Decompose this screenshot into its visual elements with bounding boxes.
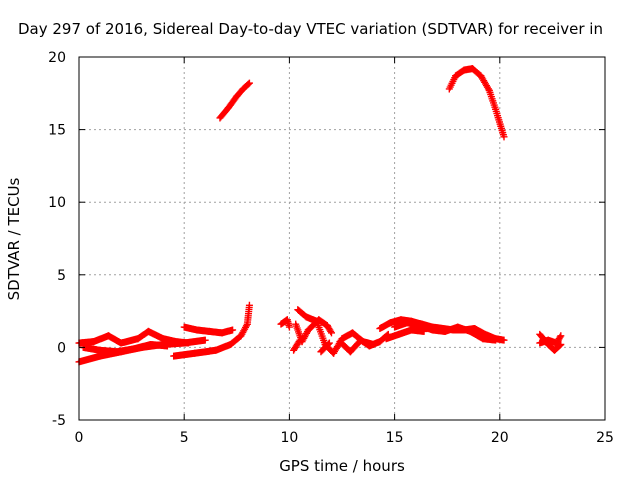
data-series <box>75 65 565 366</box>
axis-ticks: 0 5 10 15 20 25 -5 0 5 10 15 20 <box>48 50 614 446</box>
x-tick-label: 10 <box>280 430 298 446</box>
y-tick-label: 20 <box>48 50 66 66</box>
data-point <box>327 329 335 337</box>
y-tick-label: -5 <box>52 413 66 429</box>
y-tick-label: 5 <box>57 268 66 284</box>
data-series-6 <box>170 301 253 360</box>
data-point <box>556 341 564 349</box>
data-point <box>245 301 253 309</box>
data-point <box>325 339 333 347</box>
data-point <box>245 80 253 88</box>
data-point <box>557 340 565 348</box>
x-tick-label: 20 <box>491 430 509 446</box>
data-series-5 <box>79 340 171 356</box>
data-point <box>201 336 209 344</box>
data-point <box>556 333 564 341</box>
x-tick-label: 15 <box>386 430 404 446</box>
data-point <box>492 336 500 344</box>
data-series-1 <box>216 79 253 122</box>
data-point <box>229 326 237 334</box>
data-point <box>500 336 508 344</box>
data-point <box>484 85 492 93</box>
data-series-2 <box>445 65 508 141</box>
data-point <box>420 327 428 335</box>
data-point <box>324 340 332 348</box>
data-point <box>163 342 171 350</box>
data-point <box>500 133 508 141</box>
data-series-7 <box>180 323 237 337</box>
data-series-12 <box>317 339 333 356</box>
data-point <box>327 327 335 335</box>
y-tick-label: 10 <box>48 195 66 211</box>
data-series-18 <box>536 330 565 354</box>
data-point <box>184 339 192 347</box>
data-point <box>296 336 304 344</box>
y-axis-title: SDTVAR / TECUs <box>5 177 23 300</box>
data-point <box>557 332 565 340</box>
data-series-4 <box>75 327 192 347</box>
y-tick-label: 0 <box>57 340 66 356</box>
data-series-13 <box>336 330 392 356</box>
data-series-8 <box>277 316 293 331</box>
data-series-15 <box>391 319 500 344</box>
plot-frame <box>78 56 606 421</box>
data-point <box>295 338 303 346</box>
data-point <box>245 79 253 87</box>
data-series-11 <box>290 336 304 354</box>
chart-title: Day 297 of 2016, Sidereal Day-to-day VTE… <box>18 20 603 38</box>
data-series-16 <box>382 326 428 343</box>
grid-lines <box>79 57 605 420</box>
data-point <box>285 323 293 331</box>
y-tick-label: 15 <box>48 123 66 139</box>
x-axis-title: GPS time / hours <box>279 457 405 475</box>
x-tick-label: 5 <box>180 430 189 446</box>
x-tick-label: 25 <box>596 430 614 446</box>
x-tick-label: 0 <box>75 430 84 446</box>
